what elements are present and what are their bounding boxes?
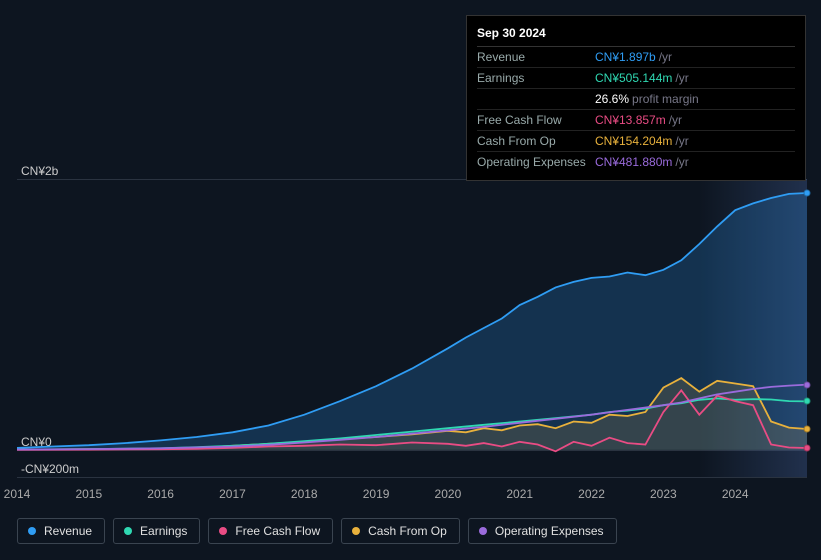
tooltip-value: CN¥13.857m (595, 113, 666, 127)
tooltip-row: RevenueCN¥1.897b/yr (477, 47, 795, 68)
legend-dot-icon (219, 527, 227, 535)
tooltip-suffix: /yr (669, 113, 682, 127)
tooltip-value: CN¥154.204m (595, 134, 672, 148)
tooltip-row: Operating ExpensesCN¥481.880m/yr (477, 152, 795, 172)
series-end-dot-revenue (804, 189, 811, 196)
y-axis-label: CN¥2b (21, 164, 58, 178)
chart-svg (17, 179, 807, 477)
tooltip-date: Sep 30 2024 (477, 22, 795, 47)
tooltip-value: CN¥505.144m (595, 71, 672, 85)
gridline (17, 477, 807, 478)
x-axis-tick: 2014 (4, 487, 31, 501)
x-axis-tick: 2023 (650, 487, 677, 501)
tooltip-value-wrap: CN¥1.897b/yr (595, 50, 672, 64)
legend-item-operating-expenses[interactable]: Operating Expenses (468, 518, 617, 544)
legend-item-earnings[interactable]: Earnings (113, 518, 200, 544)
x-axis-tick: 2019 (363, 487, 390, 501)
series-end-dot-operating-expenses (804, 381, 811, 388)
tooltip-value: CN¥481.880m (595, 155, 672, 169)
x-axis-tick: 2024 (722, 487, 749, 501)
y-axis-label: CN¥0 (21, 435, 52, 449)
tooltip-row: Cash From OpCN¥154.204m/yr (477, 131, 795, 152)
legend-item-revenue[interactable]: Revenue (17, 518, 105, 544)
legend-label: Earnings (140, 524, 187, 538)
series-end-dot-cash-from-op (804, 426, 811, 433)
tooltip-value-wrap: CN¥154.204m/yr (595, 134, 689, 148)
legend-dot-icon (352, 527, 360, 535)
chart-tooltip: Sep 30 2024 RevenueCN¥1.897b/yrEarningsC… (466, 15, 806, 181)
x-axis-tick: 2016 (147, 487, 174, 501)
tooltip-value-wrap: CN¥481.880m/yr (595, 155, 689, 169)
legend-label: Cash From Op (368, 524, 447, 538)
tooltip-label: Free Cash Flow (477, 113, 595, 127)
tooltip-value-wrap: CN¥13.857m/yr (595, 113, 682, 127)
tooltip-label: Earnings (477, 71, 595, 85)
tooltip-suffix: /yr (675, 71, 688, 85)
tooltip-row: EarningsCN¥505.144m/yr (477, 68, 795, 89)
tooltip-row: 26.6%profit margin (477, 89, 795, 110)
x-axis-tick: 2015 (75, 487, 102, 501)
series-end-dot-free-cash-flow (804, 445, 811, 452)
y-axis-label: -CN¥200m (21, 462, 79, 476)
tooltip-label (477, 92, 595, 106)
x-axis-tick: 2018 (291, 487, 318, 501)
chart-plot[interactable] (17, 179, 807, 477)
legend-item-free-cash-flow[interactable]: Free Cash Flow (208, 518, 333, 544)
chart-legend: Revenue Earnings Free Cash Flow Cash From O… (17, 518, 617, 544)
tooltip-value-wrap: CN¥505.144m/yr (595, 71, 689, 85)
legend-item-cash-from-op[interactable]: Cash From Op (341, 518, 460, 544)
legend-label: Free Cash Flow (235, 524, 320, 538)
x-axis-tick: 2021 (506, 487, 533, 501)
tooltip-value: CN¥1.897b (595, 50, 656, 64)
legend-label: Revenue (44, 524, 92, 538)
tooltip-suffix: /yr (675, 134, 688, 148)
tooltip-label: Cash From Op (477, 134, 595, 148)
tooltip-value: 26.6% (595, 92, 629, 106)
x-axis-tick: 2022 (578, 487, 605, 501)
legend-dot-icon (479, 527, 487, 535)
legend-label: Operating Expenses (495, 524, 604, 538)
legend-dot-icon (28, 527, 36, 535)
tooltip-label: Revenue (477, 50, 595, 64)
x-axis-tick: 2020 (435, 487, 462, 501)
x-axis-tick: 2017 (219, 487, 246, 501)
tooltip-suffix: /yr (675, 155, 688, 169)
tooltip-suffix: /yr (659, 50, 672, 64)
tooltip-value-wrap: 26.6%profit margin (595, 92, 699, 106)
tooltip-row: Free Cash FlowCN¥13.857m/yr (477, 110, 795, 131)
series-end-dot-earnings (804, 398, 811, 405)
tooltip-extra: profit margin (632, 92, 699, 106)
financials-chart: CN¥2bCN¥0-CN¥200m20142015201620172018201… (17, 155, 807, 500)
legend-dot-icon (124, 527, 132, 535)
tooltip-label: Operating Expenses (477, 155, 595, 169)
